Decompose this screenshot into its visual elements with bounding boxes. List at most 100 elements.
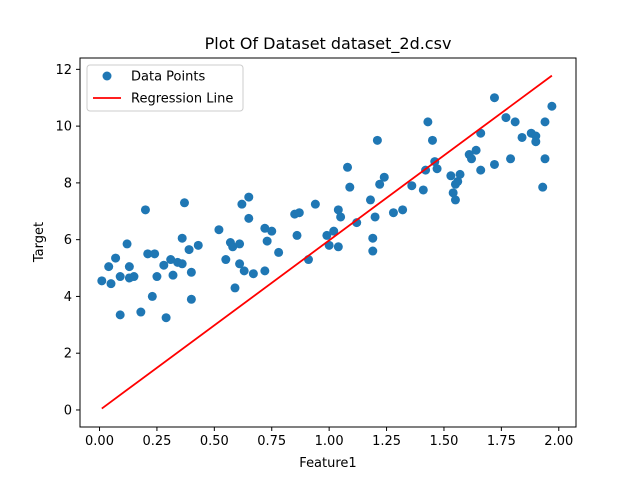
axes-frame bbox=[79, 57, 577, 428]
data-point bbox=[501, 113, 511, 123]
legend-label: Data Points bbox=[131, 70, 205, 85]
legend-marker-data-points bbox=[102, 71, 112, 81]
data-point bbox=[244, 192, 254, 202]
data-point bbox=[506, 154, 516, 164]
data-point bbox=[177, 233, 187, 243]
data-point bbox=[186, 267, 196, 277]
data-point bbox=[129, 272, 139, 282]
data-point bbox=[310, 199, 320, 209]
y-tick-label: 0 bbox=[64, 403, 72, 418]
data-point bbox=[111, 253, 121, 263]
data-point bbox=[274, 247, 284, 257]
data-point bbox=[547, 101, 557, 111]
data-point bbox=[379, 172, 389, 182]
data-point bbox=[333, 205, 343, 215]
data-point bbox=[352, 218, 362, 228]
data-point bbox=[267, 226, 277, 236]
y-tick-label: 8 bbox=[64, 176, 72, 191]
data-point bbox=[538, 182, 548, 192]
data-point bbox=[115, 310, 125, 320]
data-point bbox=[375, 179, 385, 189]
data-point bbox=[398, 205, 408, 215]
data-point bbox=[235, 259, 245, 269]
plot-area bbox=[97, 74, 557, 410]
data-point bbox=[450, 195, 460, 205]
x-tick-label: 0.50 bbox=[200, 434, 229, 449]
x-tick-label: 0.25 bbox=[142, 434, 171, 449]
data-point bbox=[368, 246, 378, 256]
data-point bbox=[193, 240, 203, 250]
data-point bbox=[517, 132, 527, 142]
axes: 0.00 0.25 0.50 0.75 1.00 1.25 1.50 1.75 2.00 0 2 4 6… bbox=[55, 57, 577, 449]
legend-box bbox=[86, 64, 244, 112]
y-tick-label: 4 bbox=[64, 290, 72, 305]
regression-line bbox=[101, 74, 553, 410]
x-tick-label: 1.50 bbox=[429, 434, 458, 449]
y-tick-label: 10 bbox=[55, 120, 72, 135]
data-point bbox=[237, 199, 247, 209]
data-point bbox=[260, 266, 270, 276]
x-tick-label: 1.75 bbox=[487, 434, 516, 449]
y-tick-label: 6 bbox=[64, 233, 72, 248]
data-point bbox=[244, 213, 254, 223]
data-point bbox=[322, 230, 332, 240]
data-point bbox=[177, 259, 187, 269]
data-point bbox=[104, 262, 114, 272]
data-point bbox=[329, 226, 339, 236]
data-point bbox=[168, 270, 178, 280]
data-point bbox=[115, 272, 125, 282]
data-point bbox=[140, 205, 150, 215]
data-point bbox=[370, 212, 380, 222]
data-point bbox=[124, 262, 134, 272]
data-point bbox=[423, 117, 433, 127]
legend-label: Regression Line bbox=[131, 92, 233, 107]
data-point bbox=[407, 181, 417, 191]
data-point bbox=[489, 93, 499, 103]
data-point bbox=[230, 283, 240, 293]
data-point bbox=[365, 195, 375, 205]
x-tick-label: 1.00 bbox=[315, 434, 344, 449]
y-axis-label: Target bbox=[32, 222, 47, 263]
data-point bbox=[106, 279, 116, 289]
data-point bbox=[248, 269, 258, 279]
data-point bbox=[540, 117, 550, 127]
data-point bbox=[372, 135, 382, 145]
data-point bbox=[147, 291, 157, 301]
data-point bbox=[150, 249, 160, 259]
data-point bbox=[432, 164, 442, 174]
data-point bbox=[159, 260, 169, 270]
data-point bbox=[448, 188, 458, 198]
data-point bbox=[152, 272, 162, 282]
data-point bbox=[260, 223, 270, 233]
data-point bbox=[510, 117, 520, 127]
data-point bbox=[294, 208, 304, 218]
data-point bbox=[467, 154, 477, 164]
data-point bbox=[427, 135, 437, 145]
data-point bbox=[214, 225, 224, 235]
data-point bbox=[97, 276, 107, 286]
data-point bbox=[228, 242, 238, 252]
x-axis-label: Feature1 bbox=[299, 456, 356, 471]
x-tick-label: 1.25 bbox=[372, 434, 401, 449]
data-point bbox=[446, 171, 456, 181]
data-point bbox=[471, 145, 481, 155]
data-point bbox=[184, 245, 194, 255]
data-point bbox=[368, 233, 378, 243]
x-tick-label: 2.00 bbox=[544, 434, 573, 449]
data-point bbox=[336, 212, 346, 222]
data-point bbox=[179, 198, 189, 208]
y-tick-label: 2 bbox=[64, 347, 72, 362]
data-point bbox=[345, 182, 355, 192]
data-point bbox=[455, 169, 465, 179]
y-tick-label: 12 bbox=[55, 63, 72, 78]
data-point bbox=[122, 239, 132, 249]
data-point bbox=[235, 239, 245, 249]
data-point bbox=[161, 313, 171, 323]
data-point bbox=[476, 165, 486, 175]
data-point bbox=[540, 154, 550, 164]
data-point bbox=[166, 255, 176, 265]
data-point bbox=[489, 159, 499, 169]
data-point bbox=[143, 249, 153, 259]
data-point bbox=[343, 162, 353, 172]
